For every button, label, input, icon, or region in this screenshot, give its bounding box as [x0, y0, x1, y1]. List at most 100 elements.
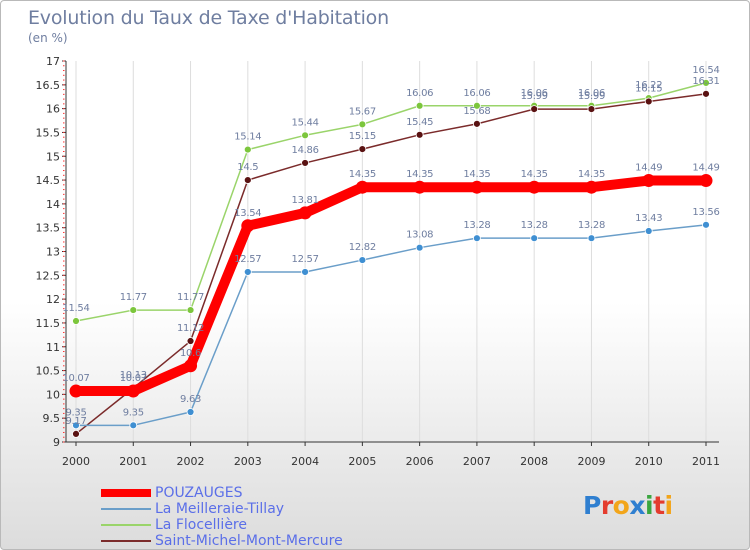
data-label: 15.99 — [521, 91, 548, 102]
y-minor-tick — [63, 260, 65, 262]
y-minor-tick — [63, 408, 65, 410]
data-point — [470, 180, 484, 194]
y-minor-tick — [63, 341, 65, 343]
y-minor-tick — [63, 84, 65, 86]
legend-item: La Flocellière — [101, 517, 343, 533]
data-point — [530, 234, 539, 243]
data-point — [129, 421, 138, 430]
y-tick-label: 13.5 — [36, 222, 61, 235]
data-point — [413, 180, 427, 194]
data-point — [298, 206, 312, 220]
data-label: 13.81 — [292, 195, 319, 206]
data-label: 15.44 — [292, 117, 319, 128]
y-minor-tick — [63, 312, 65, 314]
y-minor-tick — [63, 422, 65, 424]
data-label: 13.28 — [521, 220, 548, 231]
y-minor-tick — [63, 293, 65, 295]
data-point — [186, 337, 195, 345]
data-label: 16.54 — [692, 65, 719, 76]
data-point — [186, 306, 195, 314]
x-tick-label: 2007 — [463, 455, 491, 468]
y-minor-tick — [63, 327, 65, 329]
data-label: 13.28 — [463, 220, 490, 231]
legend-label: La Meilleraie-Tillay — [155, 501, 285, 517]
data-label: 16.06 — [463, 88, 490, 99]
chart-title: Evolution du Taux de Taxe d'Habitation — [28, 7, 389, 29]
y-tick-label: 15.5 — [36, 126, 61, 139]
data-label: 15.68 — [463, 106, 490, 117]
y-minor-tick — [63, 89, 65, 91]
legend: POUZAUGES La Meilleraie-Tillay La Flocelli… — [101, 485, 343, 549]
y-minor-tick — [63, 365, 65, 367]
y-minor-tick — [63, 346, 65, 348]
x-tick-label: 2005 — [348, 455, 376, 468]
y-minor-tick — [63, 265, 65, 267]
logo-letter: i — [645, 491, 654, 520]
x-tick-label: 2003 — [234, 455, 262, 468]
x-tick-label: 2002 — [177, 455, 205, 468]
logo-letter: o — [612, 491, 630, 520]
y-minor-tick — [63, 184, 65, 186]
logo-letter: P — [583, 491, 601, 520]
legend-swatch — [101, 540, 151, 542]
y-minor-tick — [63, 146, 65, 148]
y-minor-tick — [63, 208, 65, 210]
y-minor-tick — [63, 170, 65, 172]
data-label: 14.86 — [292, 145, 319, 156]
y-minor-tick — [63, 298, 65, 300]
legend-item: La Meilleraie-Tillay — [101, 501, 343, 517]
y-minor-tick — [63, 74, 65, 76]
y-tick-label: 15 — [46, 150, 60, 163]
data-label: 14.35 — [349, 169, 376, 180]
y-minor-tick — [63, 389, 65, 391]
y-minor-tick — [63, 417, 65, 419]
y-minor-tick — [63, 179, 65, 181]
data-point — [642, 174, 656, 188]
y-minor-tick — [63, 393, 65, 395]
y-minor-tick — [63, 289, 65, 291]
data-point — [243, 145, 252, 154]
data-label: 16.06 — [521, 88, 548, 99]
data-label: 11.12 — [177, 323, 204, 334]
y-tick-label: 16.5 — [36, 79, 61, 92]
data-label: 14.49 — [692, 163, 719, 174]
y-tick-label: 12.5 — [36, 269, 61, 282]
y-minor-tick — [63, 60, 65, 62]
y-minor-tick — [63, 98, 65, 100]
y-minor-tick — [63, 379, 65, 381]
data-point — [358, 145, 367, 154]
logo-letter: x — [629, 491, 645, 520]
y-minor-tick — [63, 70, 65, 72]
series-line — [75, 82, 707, 322]
y-minor-tick — [63, 246, 65, 248]
data-point — [358, 120, 367, 129]
y-minor-tick — [63, 322, 65, 324]
unit-label: (en %) — [28, 31, 68, 45]
proxiti-logo: Proxiti — [583, 491, 673, 520]
data-point — [301, 159, 309, 167]
logo-letter: i — [664, 491, 674, 520]
y-minor-tick — [63, 231, 65, 233]
data-label: 10.13 — [120, 370, 147, 381]
data-label: 16.06 — [406, 88, 433, 99]
legend-label: Saint-Michel-Mont-Mercure — [155, 533, 343, 549]
data-point — [184, 359, 198, 373]
y-minor-tick — [63, 274, 65, 276]
logo-letter: r — [600, 491, 613, 520]
y-minor-tick — [63, 117, 65, 119]
y-minor-tick — [63, 331, 65, 333]
y-tick-label: 13 — [46, 246, 60, 259]
data-point — [587, 105, 596, 114]
y-minor-tick — [63, 193, 65, 195]
data-point — [587, 234, 596, 243]
y-minor-tick — [63, 222, 65, 224]
data-point — [644, 227, 653, 235]
data-point — [699, 174, 713, 188]
y-minor-tick — [63, 398, 65, 400]
y-minor-tick — [63, 370, 65, 372]
y-minor-tick — [63, 255, 65, 257]
y-tick-label: 10.5 — [36, 365, 61, 378]
y-tick-label: 10 — [46, 388, 60, 401]
